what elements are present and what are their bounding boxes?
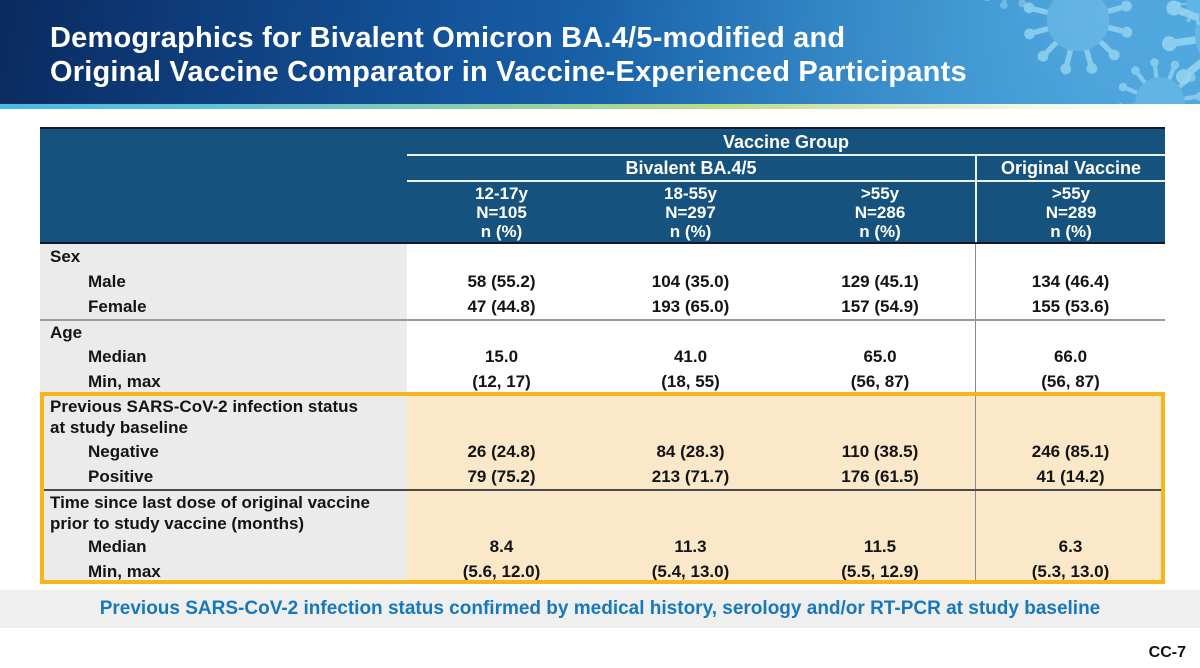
data-cell: 246 (85.1) [975, 439, 1165, 464]
row-label: Positive [40, 464, 407, 489]
subgroup-original: Original Vaccine [975, 156, 1165, 182]
data-cell: 41 (14.2) [975, 464, 1165, 489]
data-cell [596, 244, 785, 269]
data-cell: (56, 87) [785, 369, 975, 394]
data-cell: 66.0 [975, 344, 1165, 369]
data-cell [975, 244, 1165, 269]
data-cell [407, 244, 596, 269]
table-row-positive: Positive 79 (75.2) 213 (71.7) 176 (61.5)… [40, 464, 1165, 489]
row-label: Median [40, 344, 407, 369]
data-cell: 104 (35.0) [596, 269, 785, 294]
table-row-time-median: Median 8.4 11.3 11.5 6.3 [40, 534, 1165, 559]
section-header-row-infection-status: Previous SARS-CoV-2 infection status at … [40, 394, 1165, 439]
data-cell: 213 (71.7) [596, 464, 785, 489]
data-cell: (5.5, 12.9) [785, 559, 975, 584]
column-header-over55y-bivalent: >55y N=286 n (%) [854, 183, 906, 241]
section-header-row-time-since-dose: Time since last dose of original vaccine… [40, 489, 1165, 534]
table-row-negative: Negative 26 (24.8) 84 (28.3) 110 (38.5) … [40, 439, 1165, 464]
data-cell [407, 491, 596, 534]
data-cell: 79 (75.2) [407, 464, 596, 489]
row-label: Female [40, 294, 407, 319]
slide-number: CC-7 [1148, 644, 1186, 661]
data-cell [596, 321, 785, 344]
data-cell: 41.0 [596, 344, 785, 369]
section-header: Previous SARS-CoV-2 infection status at … [40, 394, 407, 439]
banner-accent-strip [0, 104, 1200, 109]
data-cell: 26 (24.8) [407, 439, 596, 464]
data-cell: (5.3, 13.0) [975, 559, 1165, 584]
data-cell: (18, 55) [596, 369, 785, 394]
title-line-2: Original Vaccine Comparator in Vaccine-E… [50, 56, 967, 88]
table-row-time-minmax: Min, max (5.6, 12.0) (5.4, 13.0) (5.5, 1… [40, 559, 1165, 584]
data-cell: 110 (38.5) [785, 439, 975, 464]
row-label: Negative [40, 439, 407, 464]
data-cell: 155 (53.6) [975, 294, 1165, 319]
table-row-age-median: Median 15.0 41.0 65.0 66.0 [40, 344, 1165, 369]
column-header-row: 12-17y N=105 n (%) 18-55y N=297 n (%) >5… [40, 182, 1165, 242]
data-cell: 11.3 [596, 534, 785, 559]
demographics-table: Vaccine Group Bivalent BA.4/5 Original V… [40, 127, 1165, 584]
column-header-over55y-original: >55y N=289 n (%) [975, 182, 1165, 242]
title-banner: Demographics for Bivalent Omicron BA.4/5… [0, 0, 1200, 104]
row-label: Median [40, 534, 407, 559]
data-cell [785, 491, 975, 534]
data-cell [785, 321, 975, 344]
page-title: Demographics for Bivalent Omicron BA.4/5… [0, 0, 1200, 89]
highlighted-section: Previous SARS-CoV-2 infection status at … [40, 392, 1165, 584]
subgroup-bivalent: Bivalent BA.4/5 [407, 156, 975, 182]
data-cell: 134 (46.4) [975, 269, 1165, 294]
data-cell: (5.6, 12.0) [407, 559, 596, 584]
table-row-female: Female 47 (44.8) 193 (65.0) 157 (54.9) 1… [40, 294, 1165, 319]
row-label: Min, max [40, 559, 407, 584]
section-header: Time since last dose of original vaccine… [40, 491, 407, 534]
row-label: Min, max [40, 369, 407, 394]
data-cell [975, 394, 1165, 439]
data-cell: (56, 87) [975, 369, 1165, 394]
data-cell [785, 394, 975, 439]
data-cell: 176 (61.5) [785, 464, 975, 489]
data-cell: 8.4 [407, 534, 596, 559]
row-label: Male [40, 269, 407, 294]
column-header-18-55y: 18-55y N=297 n (%) [664, 183, 717, 241]
data-cell [785, 244, 975, 269]
data-cell: 84 (28.3) [596, 439, 785, 464]
vaccine-group-header: Vaccine Group [407, 129, 1165, 156]
data-cell: 65.0 [785, 344, 975, 369]
header-spacer [40, 129, 407, 156]
table-header: Vaccine Group Bivalent BA.4/5 Original V… [40, 127, 1165, 244]
data-cell [975, 321, 1165, 344]
data-cell [407, 394, 596, 439]
data-cell [407, 321, 596, 344]
data-cell: 58 (55.2) [407, 269, 596, 294]
data-cell: 129 (45.1) [785, 269, 975, 294]
table-row-age-minmax: Min, max (12, 17) (18, 55) (56, 87) (56,… [40, 369, 1165, 394]
section-header: Age [40, 321, 407, 344]
data-cell: 11.5 [785, 534, 975, 559]
data-cell [975, 491, 1165, 534]
data-cell [596, 394, 785, 439]
table-row-male: Male 58 (55.2) 104 (35.0) 129 (45.1) 134… [40, 269, 1165, 294]
data-cell: (5.4, 13.0) [596, 559, 785, 584]
section-header-row-sex: Sex [40, 244, 1165, 269]
title-line-1: Demographics for Bivalent Omicron BA.4/5… [50, 22, 846, 54]
header-spacer [40, 156, 407, 182]
data-cell [596, 491, 785, 534]
header-spacer [40, 182, 407, 242]
column-header-12-17y: 12-17y N=105 n (%) [475, 183, 528, 241]
data-cell: 15.0 [407, 344, 596, 369]
subgroup-row: Bivalent BA.4/5 Original Vaccine [40, 156, 1165, 182]
vaccine-group-row: Vaccine Group [40, 129, 1165, 156]
section-header-row-age: Age [40, 319, 1165, 344]
data-cell: 6.3 [975, 534, 1165, 559]
data-cell: 47 (44.8) [407, 294, 596, 319]
data-cell: 157 (54.9) [785, 294, 975, 319]
data-cell: (12, 17) [407, 369, 596, 394]
footnote-text: Previous SARS-CoV-2 infection status con… [99, 598, 1101, 619]
section-header: Sex [40, 244, 407, 269]
footnote-band: Previous SARS-CoV-2 infection status con… [0, 590, 1200, 628]
data-cell: 193 (65.0) [596, 294, 785, 319]
